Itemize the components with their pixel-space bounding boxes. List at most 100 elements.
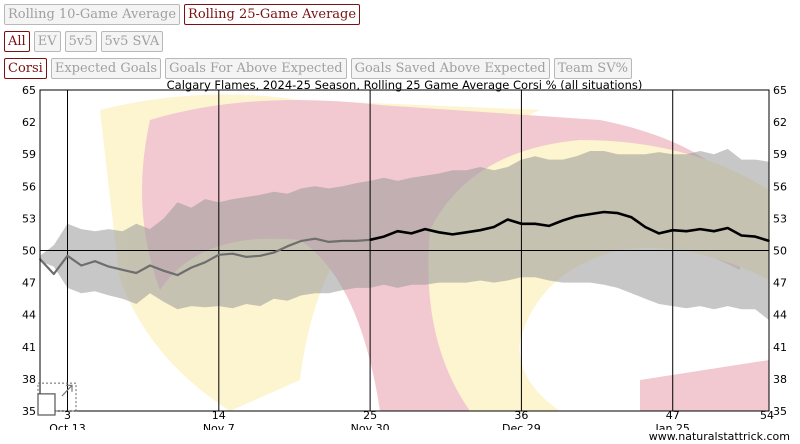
data-point: [465, 231, 468, 234]
data-point: [616, 212, 619, 215]
data-point: [190, 266, 193, 269]
y-tick-label-right: 53: [773, 212, 787, 225]
all-button[interactable]: All: [4, 31, 30, 52]
expand-arrow-icon: [61, 384, 73, 397]
x-tick-label-game: 3: [64, 409, 71, 422]
data-point: [740, 234, 743, 237]
y-tick-label-right: 44: [773, 309, 787, 322]
y-tick-label-left: 47: [22, 277, 36, 290]
data-point: [355, 240, 358, 242]
situation-toggle-group: All EV 5v5 5v5 SVA: [4, 31, 164, 52]
x-tick-label-game: 47: [666, 409, 680, 422]
data-point: [520, 222, 523, 225]
data-point: [506, 218, 509, 221]
rolling-25-game-average-button[interactable]: Rolling 25-Game Average: [184, 4, 361, 25]
plot-frame: [39, 89, 770, 412]
5v5-sva-button[interactable]: 5v5 SVA: [100, 31, 164, 52]
y-tick-label-right: 59: [773, 148, 787, 161]
data-point: [176, 274, 179, 276]
data-point: [245, 256, 248, 258]
y-tick-label-left: 35: [22, 405, 36, 418]
data-point: [327, 241, 330, 243]
window-toggle-group: Rolling 10-Game Average Rolling 25-Game A…: [4, 4, 361, 25]
x-tick-label-date: Oct 13: [49, 422, 86, 430]
y-tick-label-right: 62: [773, 116, 787, 129]
data-point: [534, 222, 537, 225]
data-point: [493, 226, 495, 228]
x-tick-label-game: 36: [514, 409, 528, 422]
expected-goals-button[interactable]: Expected Goals: [50, 58, 162, 79]
data-point: [94, 260, 96, 263]
x-tick-label-game: 54: [760, 409, 774, 422]
y-tick-label-left: 65: [22, 84, 36, 97]
data-point: [383, 235, 385, 238]
y-tick-label-left: 53: [22, 212, 36, 225]
data-point: [272, 251, 275, 254]
data-point: [66, 254, 69, 257]
corsi-chart: 35 35 38 38 41 41 44 44 47 47 50 50 53 53 56 56 59 59 62 62…: [22, 84, 787, 430]
y-tick-label-left: 50: [22, 245, 36, 258]
x-tick-label-date: Dec 29: [502, 422, 541, 430]
data-point: [80, 264, 83, 267]
5v5-button[interactable]: 5v5: [64, 31, 97, 52]
y-tick-label-right: 35: [773, 405, 787, 418]
data-point: [548, 225, 550, 227]
x-tick-label-date: Nov 30: [351, 422, 390, 430]
y-tick-label-right: 65: [773, 84, 787, 97]
data-point: [162, 269, 165, 272]
data-point: [685, 230, 688, 233]
data-point: [479, 229, 482, 232]
data-point: [300, 240, 303, 242]
data-point: [603, 211, 605, 213]
x-tick-label-date: Nov 7: [203, 422, 235, 430]
goals-saved-above-expected-button[interactable]: Goals Saved Above Expected: [350, 58, 550, 79]
data-point: [286, 245, 289, 248]
metric-toggle-group: Corsi Expected Goals Goals For Above Expec…: [4, 58, 632, 79]
data-point: [410, 232, 413, 235]
y-tick-label-right: 56: [773, 180, 787, 193]
data-point: [438, 231, 440, 234]
data-point: [699, 228, 702, 231]
y-tick-label-left: 41: [22, 341, 36, 354]
data-point: [217, 253, 220, 256]
variance-band: [40, 148, 769, 321]
data-point: [630, 216, 633, 219]
ev-button[interactable]: EV: [33, 31, 61, 52]
data-point: [575, 215, 578, 218]
data-point: [135, 272, 138, 274]
data-point: [713, 230, 715, 233]
y-tick-label-left: 44: [22, 309, 36, 322]
data-point: [561, 219, 564, 222]
data-point: [314, 237, 316, 240]
data-point: [204, 261, 207, 264]
data-point: [121, 268, 124, 271]
rolling-average-line-full-window: [369, 210, 770, 243]
data-point: [369, 238, 371, 241]
x-tick-label-game: 25: [363, 409, 377, 422]
data-point: [52, 273, 55, 275]
data-point: [107, 265, 110, 268]
data-point: [396, 230, 399, 233]
y-tick-label-right: 38: [773, 373, 787, 386]
data-point: [589, 213, 592, 216]
team-sv-button[interactable]: Team SV%: [553, 58, 632, 79]
goals-for-above-expected-button[interactable]: Goals For Above Expected: [165, 58, 347, 79]
data-point: [754, 235, 757, 238]
data-point: [658, 232, 660, 235]
x-tick-label-date: Jan 25: [654, 422, 689, 430]
corsi-button[interactable]: Corsi: [4, 58, 47, 79]
rolling-10-game-average-button[interactable]: Rolling 10-Game Average: [4, 4, 181, 25]
y-tick-label-left: 38: [22, 373, 36, 386]
chart-title: Calgary Flames, 2024-25 Season, Rolling …: [166, 78, 643, 92]
data-point: [726, 227, 729, 229]
data-point: [671, 229, 674, 232]
zoom-navigator[interactable]: [37, 382, 77, 416]
y-tick-label-left: 62: [22, 116, 36, 129]
x-tick-label-game: 14: [212, 409, 226, 422]
zoom-box: [37, 393, 56, 416]
y-tick-label-left: 56: [22, 180, 36, 193]
data-point: [259, 254, 261, 257]
y-tick-label-right: 41: [773, 341, 787, 354]
data-point: [231, 252, 234, 255]
data-point: [644, 226, 647, 228]
